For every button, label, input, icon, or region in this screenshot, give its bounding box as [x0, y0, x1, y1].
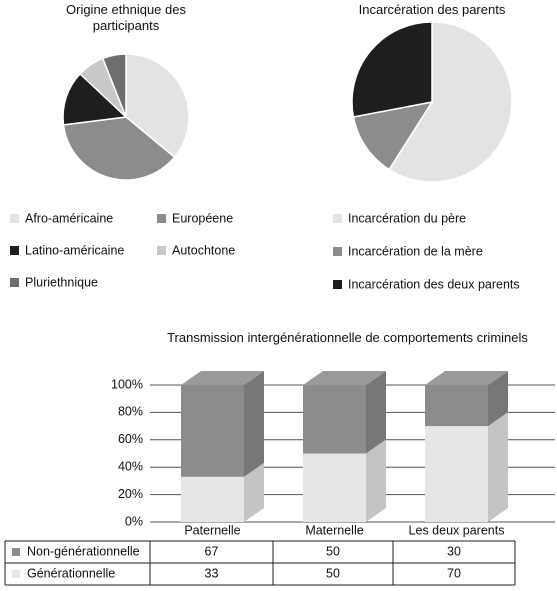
- pie-slice: [351, 21, 433, 118]
- bar-top: [303, 371, 386, 385]
- table-value: 67: [205, 544, 219, 558]
- table-value: 33: [205, 566, 219, 580]
- y-tick-label: 20%: [118, 487, 143, 501]
- legend-label: Latino-américaine: [25, 243, 124, 257]
- legend-label: Générationnelle: [27, 566, 115, 580]
- y-tick-label: 80%: [118, 405, 143, 419]
- pie-title: Origine ethnique des participants: [66, 2, 186, 33]
- pie-slice: [352, 100, 434, 171]
- legend-label: Européene: [172, 211, 233, 225]
- legend-swatch: [157, 214, 166, 223]
- bar-side: [488, 412, 508, 522]
- pie-slice: [388, 21, 513, 183]
- x-tick-label: Paternelle: [184, 523, 240, 537]
- x-tick-label: Les deux parents: [409, 523, 505, 537]
- legend-swatch: [12, 570, 20, 578]
- pie-slice: [101, 53, 127, 118]
- legend-label: Afro-américaine: [25, 211, 113, 225]
- legend-swatch: [157, 246, 166, 255]
- legend-label: Autochtone: [172, 243, 235, 257]
- table-value: 30: [447, 544, 461, 558]
- legend-label: Non-générationnelle: [27, 544, 140, 558]
- bar-side: [366, 371, 386, 454]
- bar-side: [244, 462, 264, 522]
- legend-label: Incarcération des deux parents: [348, 277, 520, 291]
- bar-front: [303, 453, 366, 522]
- bar-top: [181, 371, 264, 385]
- legend-label: Pluriethnique: [25, 275, 98, 289]
- pie-slice: [125, 53, 190, 159]
- bar-side: [366, 439, 386, 522]
- legend-label: Incarcération du père: [348, 211, 466, 225]
- legend-swatch: [333, 280, 342, 289]
- pie-title: Incarcération des parents: [358, 2, 506, 17]
- pie-slice: [62, 72, 128, 126]
- legend-swatch: [10, 246, 19, 255]
- table-value: 50: [326, 544, 340, 558]
- bar-side: [488, 371, 508, 427]
- table-value: 50: [326, 566, 340, 580]
- legend-swatch: [333, 247, 342, 256]
- y-tick-label: 60%: [118, 432, 143, 446]
- legend-label: Incarcération de la mère: [348, 244, 483, 258]
- y-tick-label: 100%: [111, 377, 143, 391]
- bar-title: Transmission intergénérationnelle de com…: [167, 330, 528, 345]
- bar-side: [244, 371, 264, 477]
- x-tick-label: Maternelle: [305, 523, 363, 537]
- pie-slice: [62, 116, 176, 181]
- bar-front: [181, 476, 244, 522]
- legend-swatch: [10, 278, 19, 287]
- bar-front: [181, 385, 244, 477]
- bar-front: [303, 385, 366, 454]
- legend-swatch: [333, 214, 342, 223]
- bar-top: [425, 371, 508, 385]
- bar-front: [425, 426, 488, 522]
- y-tick-label: 0%: [125, 514, 143, 528]
- table-value: 70: [447, 566, 461, 580]
- y-tick-label: 40%: [118, 459, 143, 473]
- legend-swatch: [12, 548, 20, 556]
- bar-front: [425, 385, 488, 427]
- legend-swatch: [10, 214, 19, 223]
